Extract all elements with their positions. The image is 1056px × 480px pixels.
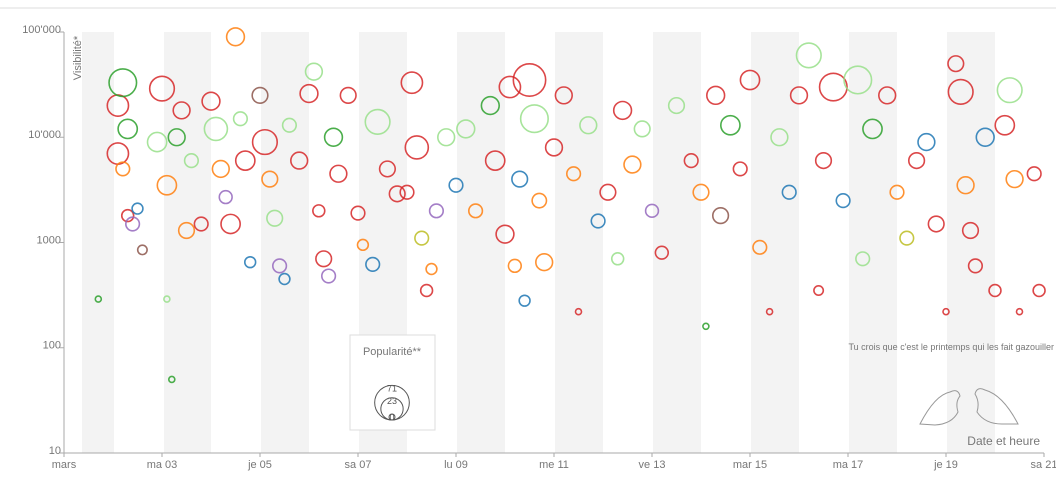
bubble <box>430 204 444 218</box>
bubble <box>325 128 343 146</box>
bubble <box>614 101 632 119</box>
bubble <box>219 191 232 204</box>
size-legend-label: 71 <box>387 384 397 394</box>
x-tick-label: mar 15 <box>733 459 767 471</box>
x-tick-label: ve 13 <box>639 459 666 471</box>
bubble <box>721 116 740 135</box>
y-tick-label: 10'000 <box>28 129 61 141</box>
bubble <box>234 112 248 126</box>
bubble <box>212 161 229 178</box>
bubble <box>703 323 709 329</box>
x-tick-label: lu 09 <box>444 459 468 471</box>
bubble <box>521 105 549 133</box>
y-tick-label: 10 <box>49 445 61 457</box>
bubble <box>132 203 143 214</box>
bubble <box>512 171 528 187</box>
bubble <box>532 193 546 207</box>
bubble <box>116 162 130 176</box>
bubble <box>1027 167 1041 181</box>
bubble <box>508 259 521 272</box>
bubble <box>1006 171 1023 188</box>
bubble <box>918 134 935 151</box>
bubble <box>836 194 850 208</box>
bubble <box>148 132 167 151</box>
chart: Visibilité* Date et heure Popularité** T… <box>0 0 1056 475</box>
x-tick-label: me 11 <box>539 459 569 471</box>
size-legend-label: 23 <box>387 396 397 406</box>
bubble <box>221 214 240 233</box>
bubble <box>733 162 747 176</box>
bubble <box>612 253 624 265</box>
bubble <box>316 251 332 267</box>
size-legend-label: 0 <box>389 412 394 422</box>
annotation: Tu crois que c'est le printemps qui les … <box>849 342 1056 352</box>
bubble <box>138 245 147 254</box>
bubble <box>340 88 356 104</box>
bubble <box>236 151 255 170</box>
bubble <box>814 286 823 295</box>
bubble <box>909 153 925 169</box>
bubble <box>997 78 1022 103</box>
x-axis-label: Date et heure <box>967 434 1040 448</box>
bubble <box>707 86 725 104</box>
bubble <box>519 295 530 306</box>
bubble <box>330 165 347 182</box>
bubble <box>634 121 650 137</box>
bubble <box>1033 285 1045 297</box>
bubble <box>421 285 433 297</box>
bubble <box>900 231 914 245</box>
bubble <box>118 119 137 138</box>
bubble <box>426 264 437 275</box>
x-tick-label: ma 17 <box>833 459 864 471</box>
x-tick-label: je 19 <box>933 459 958 471</box>
bubble <box>713 208 729 224</box>
x-tick-label: mars <box>52 459 77 471</box>
y-tick-label: 100 <box>43 340 61 352</box>
bubble <box>816 153 832 169</box>
bubble <box>322 269 336 283</box>
bubble <box>1017 309 1023 315</box>
bubble <box>928 216 944 232</box>
bubble <box>995 116 1014 135</box>
bubble <box>405 136 428 159</box>
y-tick-label: 1000 <box>37 234 61 246</box>
bubble <box>820 73 848 101</box>
size-legend-title: Popularité** <box>363 346 422 358</box>
x-tick-label: sa 21 <box>1031 459 1056 471</box>
y-tick-label: 100'000 <box>22 24 61 36</box>
x-tick-label: ma 03 <box>147 459 178 471</box>
x-tick-label: sa 07 <box>345 459 372 471</box>
bubble <box>796 43 821 68</box>
bubble <box>438 129 455 146</box>
bubble <box>227 28 245 46</box>
bubble <box>536 254 553 271</box>
bubble <box>245 257 256 268</box>
bubble <box>624 156 641 173</box>
bubble <box>415 231 429 245</box>
bubble <box>313 205 325 217</box>
day-bands <box>82 32 995 453</box>
y-axis-label: Visibilité* <box>72 35 84 80</box>
x-tick-label: je 05 <box>247 459 272 471</box>
